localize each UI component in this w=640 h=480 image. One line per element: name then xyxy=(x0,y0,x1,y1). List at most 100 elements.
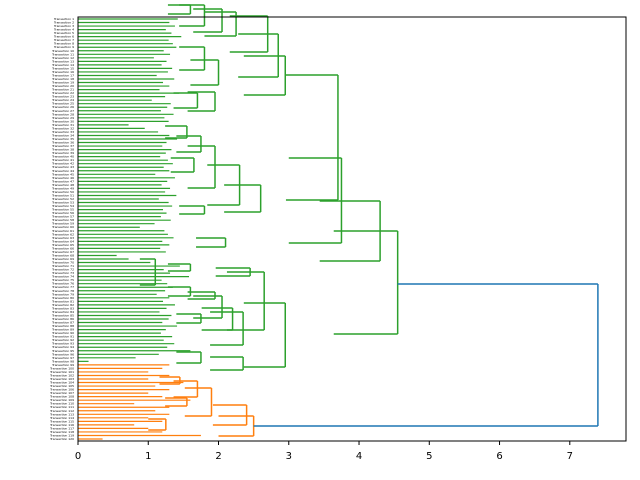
leaf-label: Transaction 16 xyxy=(51,70,74,74)
leaf-label: Transaction 8 xyxy=(53,42,74,46)
leaf-label: Transaction 97 xyxy=(51,356,74,360)
leaf-label: Transaction 109 xyxy=(49,398,74,402)
leaf-label: Transaction 26 xyxy=(51,105,74,109)
leaf-label: Transaction 19 xyxy=(51,81,74,85)
leaf-label: Transaction 69 xyxy=(51,257,74,261)
leaf-label: Transaction 45 xyxy=(51,172,74,176)
leaf-label: Transaction 72 xyxy=(51,268,74,272)
leaf-label: Transaction 39 xyxy=(51,151,74,155)
leaf-label: Transaction 35 xyxy=(51,137,74,141)
leaf-label: Transaction 86 xyxy=(51,317,74,321)
leaf-label: Transaction 61 xyxy=(51,229,74,233)
leaf-label: Transaction 55 xyxy=(51,208,74,212)
leaf-label: Transaction 116 xyxy=(49,423,74,427)
leaf-label: Transaction 80 xyxy=(51,296,74,300)
leaf-label: Transaction 91 xyxy=(51,335,74,339)
leaf-label: Transaction 43 xyxy=(51,165,74,169)
leaf-label: Transaction 15 xyxy=(51,66,74,70)
leaf-label: Transaction 87 xyxy=(51,321,74,325)
leaf-label: Transaction 85 xyxy=(51,313,74,317)
leaf-label: Transaction 53 xyxy=(51,201,74,205)
leaf-label: Transaction 89 xyxy=(51,328,74,332)
leaf-label: Transaction 107 xyxy=(49,391,74,395)
x-tick-label: 6 xyxy=(496,451,502,462)
leaf-label: Transaction 101 xyxy=(49,370,74,374)
leaf-label: Transaction 99 xyxy=(51,363,74,367)
leaf-label: Transaction 93 xyxy=(51,342,74,346)
leaf-label: Transaction 66 xyxy=(51,246,74,250)
leaf-label: Transaction 12 xyxy=(51,56,74,60)
leaf-label: Transaction 34 xyxy=(51,133,74,137)
leaf-label: Transaction 54 xyxy=(51,204,74,208)
leaf-label: Transaction 73 xyxy=(51,271,74,275)
leaf-label: Transaction 59 xyxy=(51,222,74,226)
leaf-label: Transaction 22 xyxy=(51,91,74,95)
leaf-label: Transaction 17 xyxy=(51,73,74,77)
leaf-label: Transaction 57 xyxy=(51,215,74,219)
leaf-label: Transaction 30 xyxy=(51,119,74,123)
leaf-label: Transaction 65 xyxy=(51,243,74,247)
x-tick-label: 7 xyxy=(567,451,573,462)
leaf-label: Transaction 47 xyxy=(51,179,74,183)
leaf-label: Transaction 113 xyxy=(49,412,74,416)
leaf-label: Transaction 70 xyxy=(51,261,74,265)
leaf-label: Transaction 28 xyxy=(51,112,74,116)
leaf-label: Transaction 60 xyxy=(51,225,74,229)
leaf-label: Transaction 40 xyxy=(51,155,74,159)
leaf-label: Transaction 25 xyxy=(51,102,74,106)
leaf-label: Transaction 7 xyxy=(53,38,74,42)
leaf-label: Transaction 18 xyxy=(51,77,74,81)
x-tick-label: 4 xyxy=(356,451,362,462)
leaf-label: Transaction 94 xyxy=(51,345,74,349)
leaf-label: Transaction 95 xyxy=(51,349,74,353)
leaf-label: Transaction 98 xyxy=(51,359,74,363)
leaf-label: Transaction 24 xyxy=(51,98,74,102)
leaf-label: Transaction 4 xyxy=(53,28,74,32)
leaf-label: Transaction 6 xyxy=(53,35,74,39)
leaf-label: Transaction 84 xyxy=(51,310,74,314)
x-tick-label: 5 xyxy=(426,451,432,462)
x-tick-label: 2 xyxy=(215,451,221,462)
leaf-label: Transaction 78 xyxy=(51,289,74,293)
leaf-label: Transaction 119 xyxy=(49,433,74,437)
leaf-label: Transaction 75 xyxy=(51,278,74,282)
x-tick-label: 0 xyxy=(75,451,81,462)
leaf-label: Transaction 49 xyxy=(51,186,74,190)
leaf-label: Transaction 38 xyxy=(51,148,74,152)
leaf-label: Transaction 9 xyxy=(53,45,74,49)
leaf-label: Transaction 120 xyxy=(49,437,74,441)
leaf-label: Transaction 104 xyxy=(49,381,74,385)
leaf-label: Transaction 71 xyxy=(51,264,74,268)
leaf-label: Transaction 118 xyxy=(49,430,74,434)
leaf-label: Transaction 76 xyxy=(51,282,74,286)
leaf-label: Transaction 11 xyxy=(51,52,74,56)
x-axis: 0 1 2 3 4 5 6 7 xyxy=(75,441,573,462)
leaf-label: Transaction 108 xyxy=(49,395,74,399)
leaf-label: Transaction 29 xyxy=(51,116,74,120)
leaf-label: Transaction 82 xyxy=(51,303,74,307)
leaf-label: Transaction 13 xyxy=(51,59,74,63)
leaf-label: Transaction 83 xyxy=(51,306,74,310)
merge-lines xyxy=(139,4,399,437)
leaf-label: Transaction 10 xyxy=(51,49,74,53)
leaf-label: Transaction 68 xyxy=(51,253,74,257)
leaf-label: Transaction 21 xyxy=(51,88,74,92)
leaf-label: Transaction 115 xyxy=(49,419,74,423)
leaf-label: Transaction 110 xyxy=(49,402,74,406)
leaf-label: Transaction 100 xyxy=(49,366,74,370)
leaf-label: Transaction 31 xyxy=(51,123,74,127)
leaf-label: Transaction 58 xyxy=(51,218,74,222)
leaf-label: Transaction 67 xyxy=(51,250,74,254)
leaf-label: Transaction 23 xyxy=(51,95,74,99)
leaf-label: Transaction 96 xyxy=(51,352,74,356)
x-tick-label: 1 xyxy=(145,451,151,462)
leaf-label: Transaction 90 xyxy=(51,331,74,335)
leaf-label: Transaction 77 xyxy=(51,285,74,289)
leaf-label: Transaction 37 xyxy=(51,144,74,148)
leaf-label: Transaction 27 xyxy=(51,109,74,113)
leaf-label: Transaction 14 xyxy=(51,63,74,67)
leaf-label: Transaction 111 xyxy=(49,405,74,409)
leaf-label: Transaction 36 xyxy=(51,141,74,145)
